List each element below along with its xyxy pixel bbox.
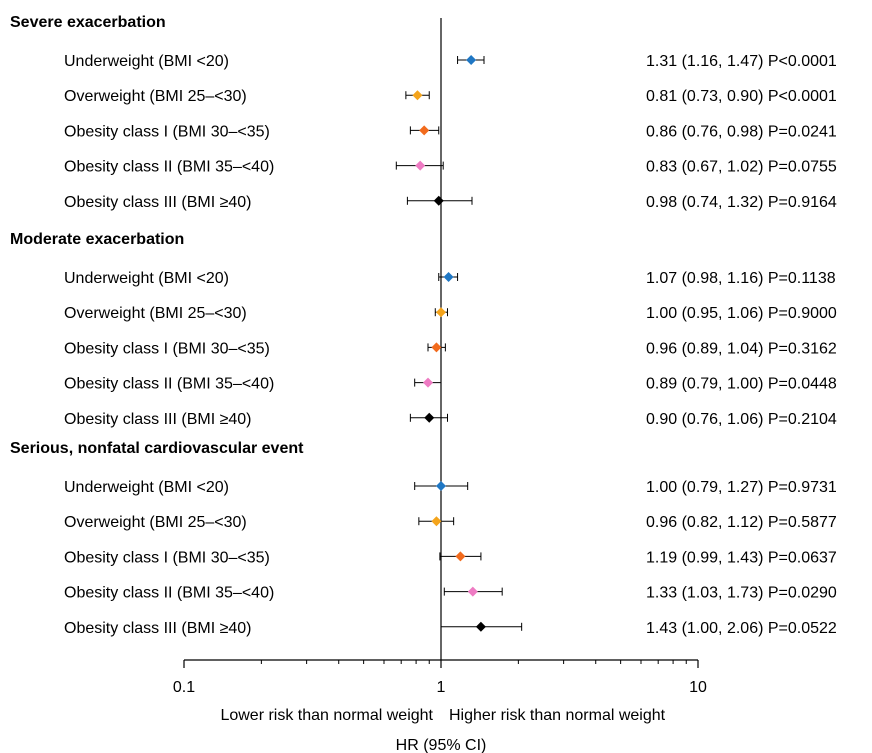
hr-point-diamond — [412, 90, 423, 101]
row-estimate-text: 0.90 (0.76, 1.06) P=0.2104 — [646, 411, 837, 428]
hr-point-diamond — [422, 377, 433, 388]
row-label: Obesity class II (BMI 35–<40) — [64, 376, 274, 393]
row-label: Obesity class III (BMI ≥40) — [64, 194, 252, 211]
row-estimate-text: 1.43 (1.00, 2.06) P=0.0522 — [646, 620, 837, 637]
hr-point-diamond — [415, 160, 426, 171]
row-estimate-text: 1.00 (0.95, 1.06) P=0.9000 — [646, 305, 837, 322]
row-label: Underweight (BMI <20) — [64, 53, 229, 70]
row-estimate-text: 0.89 (0.79, 1.00) P=0.0448 — [646, 376, 837, 393]
hr-point-diamond — [431, 516, 442, 527]
row-estimate-text: 0.98 (0.74, 1.32) P=0.9164 — [646, 194, 837, 211]
group-title: Moderate exacerbation — [10, 231, 184, 248]
row-estimate-text: 1.00 (0.79, 1.27) P=0.9731 — [646, 479, 837, 496]
direction-label-left: Lower risk than normal weight — [220, 707, 433, 724]
x-axis: 0.1 1 10 — [173, 659, 707, 696]
x-tick-label: 1 — [437, 679, 446, 696]
row-label: Obesity class I (BMI 30–<35) — [64, 549, 270, 566]
row-estimate-text: 1.19 (0.99, 1.43) P=0.0637 — [646, 549, 837, 566]
hr-point-diamond — [443, 272, 454, 282]
row-label: Overweight (BMI 25–<30) — [64, 305, 247, 322]
row-estimate-text: 1.07 (0.98, 1.16) P=0.1138 — [646, 270, 836, 287]
hr-point-diamond — [431, 342, 442, 353]
row-estimate-text: 0.86 (0.76, 0.98) P=0.0241 — [646, 123, 837, 140]
row-label: Obesity class III (BMI ≥40) — [64, 620, 252, 637]
row-estimate-text: 0.83 (0.67, 1.02) P=0.0755 — [646, 159, 837, 176]
row-label: Obesity class I (BMI 30–<35) — [64, 340, 270, 357]
plot-marks — [395, 55, 523, 632]
row-label: Underweight (BMI <20) — [64, 479, 229, 496]
hr-point-diamond — [433, 195, 444, 206]
hr-point-diamond — [419, 125, 430, 136]
x-tick-label: 10 — [689, 679, 707, 696]
row-label: Obesity class II (BMI 35–<40) — [64, 585, 274, 602]
group-title: Severe exacerbation — [10, 14, 166, 31]
row-label: Overweight (BMI 25–<30) — [64, 88, 247, 105]
hr-point-diamond — [424, 412, 435, 423]
group-title: Serious, nonfatal cardiovascular event — [10, 440, 304, 457]
row-estimate-text: 1.31 (1.16, 1.47) P<0.0001 — [646, 53, 837, 70]
hr-point-diamond — [475, 621, 486, 632]
row-label: Obesity class III (BMI ≥40) — [64, 411, 252, 428]
row-estimate-text: 0.96 (0.89, 1.04) P=0.3162 — [646, 340, 837, 357]
row-label: Obesity class I (BMI 30–<35) — [64, 123, 270, 140]
row-label: Obesity class II (BMI 35–<40) — [64, 159, 274, 176]
row-estimate-text: 0.96 (0.82, 1.12) P=0.5877 — [646, 514, 837, 531]
row-label: Overweight (BMI 25–<30) — [64, 514, 247, 531]
hr-point-diamond — [467, 586, 478, 597]
x-tick-label: 0.1 — [173, 679, 195, 696]
direction-label-right: Higher risk than normal weight — [449, 707, 666, 724]
row-estimate-text: 0.81 (0.73, 0.90) P<0.0001 — [646, 88, 837, 105]
row-label: Underweight (BMI <20) — [64, 270, 229, 287]
hr-point-diamond — [436, 481, 446, 491]
hr-point-diamond — [436, 307, 446, 318]
row-estimate-text: 1.33 (1.03, 1.73) P=0.0290 — [646, 585, 837, 602]
x-axis-title: HR (95% CI) — [396, 737, 487, 753]
hr-point-diamond — [455, 551, 466, 562]
hr-point-diamond — [466, 55, 477, 65]
plot-rows: Severe exacerbation Underweight (BMI <20)… — [10, 14, 837, 637]
